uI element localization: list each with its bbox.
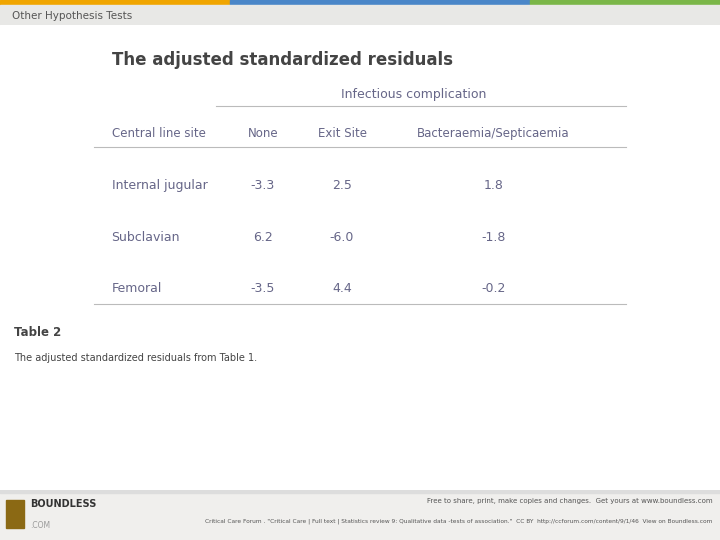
Text: Critical Care Forum . "Critical Care | Full text | Statistics review 9: Qualitat: Critical Care Forum . "Critical Care | F… bbox=[205, 518, 713, 524]
Bar bbox=[0, 490, 720, 492]
Text: The adjusted standardized residuals from Table 1.: The adjusted standardized residuals from… bbox=[14, 353, 258, 363]
Text: 1.8: 1.8 bbox=[483, 179, 503, 192]
Text: None: None bbox=[248, 127, 278, 140]
Bar bbox=[230, 0, 530, 5]
Text: -0.2: -0.2 bbox=[481, 282, 505, 295]
Text: 2.5: 2.5 bbox=[332, 179, 352, 192]
Text: 4.4: 4.4 bbox=[332, 282, 352, 295]
Text: -3.3: -3.3 bbox=[251, 179, 275, 192]
Text: Exit Site: Exit Site bbox=[318, 127, 366, 140]
Text: Subclavian: Subclavian bbox=[112, 231, 180, 244]
Text: Table 2: Table 2 bbox=[14, 326, 62, 339]
Bar bbox=[530, 0, 720, 5]
Text: The adjusted standardized residuals: The adjusted standardized residuals bbox=[112, 51, 453, 69]
Text: .COM: .COM bbox=[30, 522, 50, 530]
Text: Central line site: Central line site bbox=[112, 127, 205, 140]
Text: Internal jugular: Internal jugular bbox=[112, 179, 207, 192]
Text: Other Hypothesis Tests: Other Hypothesis Tests bbox=[12, 11, 132, 21]
Text: -6.0: -6.0 bbox=[330, 231, 354, 244]
Bar bbox=[0, 0, 230, 5]
Text: Free to share, print, make copies and changes.  Get yours at www.boundless.com: Free to share, print, make copies and ch… bbox=[427, 498, 713, 504]
Text: 6.2: 6.2 bbox=[253, 231, 273, 244]
Text: -3.5: -3.5 bbox=[251, 282, 275, 295]
Bar bbox=[6, 500, 24, 528]
Text: -1.8: -1.8 bbox=[481, 231, 505, 244]
Text: BOUNDLESS: BOUNDLESS bbox=[30, 499, 96, 509]
Text: Infectious complication: Infectious complication bbox=[341, 88, 487, 101]
Text: Femoral: Femoral bbox=[112, 282, 162, 295]
Text: Bacteraemia/Septicaemia: Bacteraemia/Septicaemia bbox=[417, 127, 570, 140]
